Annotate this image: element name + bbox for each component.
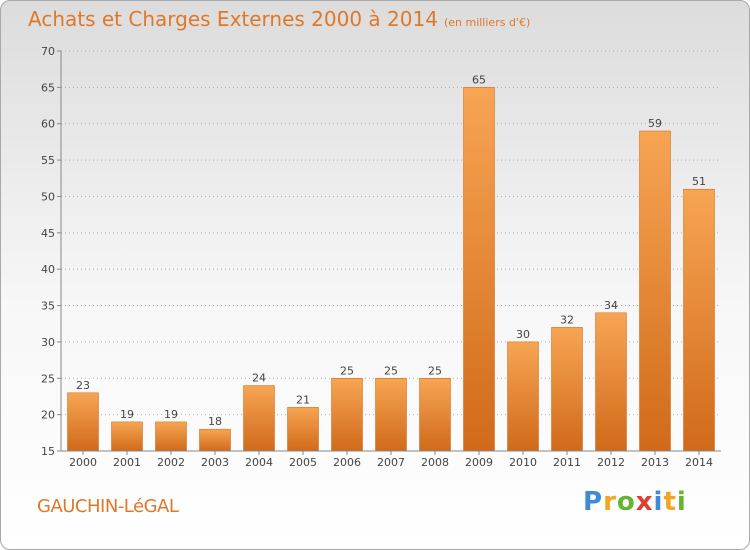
value-label-2009: 65 — [472, 73, 486, 86]
y-tick-label-35: 35 — [41, 300, 55, 313]
x-tick-label-2013: 2013 — [641, 456, 669, 469]
bar-2013 — [639, 130, 671, 452]
x-tick-label-2004: 2004 — [245, 456, 273, 469]
x-tick-label-2012: 2012 — [597, 456, 625, 469]
x-tick-label-2001: 2001 — [113, 456, 141, 469]
x-tick-label-2000: 2000 — [69, 456, 97, 469]
value-label-2011: 32 — [560, 313, 574, 326]
proxiti-logo[interactable]: Proxiti — [583, 487, 687, 517]
bar-2008 — [419, 378, 451, 452]
value-label-2005: 21 — [296, 393, 310, 406]
x-tick-label-2010: 2010 — [509, 456, 537, 469]
bar-2002 — [155, 421, 187, 452]
x-tick-label-2007: 2007 — [377, 456, 405, 469]
value-label-2013: 59 — [648, 117, 662, 130]
value-label-2007: 25 — [384, 364, 398, 377]
y-tick-label-60: 60 — [41, 118, 55, 131]
y-tick-label-45: 45 — [41, 227, 55, 240]
y-tick-label-25: 25 — [41, 372, 55, 385]
value-label-2004: 24 — [252, 372, 266, 385]
x-tick-label-2003: 2003 — [201, 456, 229, 469]
value-label-2014: 51 — [692, 175, 706, 188]
bar-2000 — [67, 392, 99, 452]
bar-2003 — [199, 428, 231, 452]
bar-2005 — [287, 407, 319, 452]
bar-2004 — [243, 385, 275, 452]
x-tick-label-2002: 2002 — [157, 456, 185, 469]
bar-2009 — [463, 87, 495, 452]
place-name: GAUCHIN-LéGAL — [37, 496, 179, 517]
chart-title: Achats et Charges Externes 2000 à 2014 (e… — [28, 7, 530, 31]
value-label-2008: 25 — [428, 364, 442, 377]
y-tick-label-65: 65 — [41, 81, 55, 94]
y-tick-label-15: 15 — [41, 445, 55, 458]
bar-2001 — [111, 421, 143, 452]
value-label-2002: 19 — [164, 408, 178, 421]
x-tick-label-2014: 2014 — [685, 456, 713, 469]
x-tick-label-2006: 2006 — [333, 456, 361, 469]
value-label-2001: 19 — [120, 408, 134, 421]
value-label-2010: 30 — [516, 328, 530, 341]
y-tick-label-30: 30 — [41, 336, 55, 349]
x-tick-label-2009: 2009 — [465, 456, 493, 469]
x-tick-label-2011: 2011 — [553, 456, 581, 469]
chart-title-text: Achats et Charges Externes 2000 à 2014 — [28, 7, 438, 31]
bar-2006 — [331, 378, 363, 452]
value-label-2012: 34 — [604, 299, 618, 312]
x-tick-label-2008: 2008 — [421, 456, 449, 469]
bar-2010 — [507, 341, 539, 452]
y-tick-label-50: 50 — [41, 190, 55, 203]
bar-2012 — [595, 312, 627, 452]
x-tick-label-2005: 2005 — [289, 456, 317, 469]
value-label-2006: 25 — [340, 364, 354, 377]
chart-subtitle: (en milliers d'€) — [443, 16, 531, 29]
bar-2007 — [375, 378, 407, 452]
y-tick-label-70: 70 — [41, 45, 55, 58]
y-tick-label-20: 20 — [41, 409, 55, 422]
value-label-2003: 18 — [208, 415, 222, 428]
value-label-2000: 23 — [76, 379, 90, 392]
y-tick-label-40: 40 — [41, 263, 55, 276]
bar-2014 — [683, 188, 715, 452]
bar-2011 — [551, 327, 583, 452]
y-tick-label-55: 55 — [41, 154, 55, 167]
